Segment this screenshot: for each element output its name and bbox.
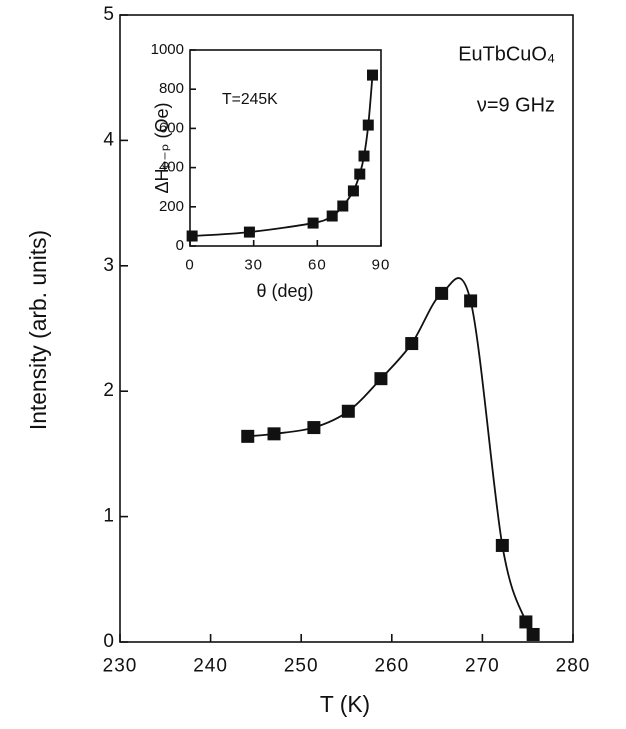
data-point — [186, 230, 198, 242]
y-tick-label: 0 — [103, 631, 114, 652]
plot-frame — [189, 49, 382, 247]
y-axis-label: ΔHₚ₋ₚ (Oe) — [152, 103, 172, 194]
data-point — [405, 337, 419, 351]
y-tick-label: 400 — [159, 159, 184, 176]
annotation: ν=9 GHz — [477, 94, 555, 116]
data-point — [354, 168, 366, 180]
y-tick-label: 1 — [103, 506, 114, 527]
y-tick-label: 4 — [103, 129, 114, 150]
data-point — [341, 404, 355, 418]
data-point — [307, 421, 321, 435]
data-point — [243, 226, 255, 238]
y-axis-label: Intensity (arb. units) — [25, 230, 51, 430]
x-tick-label: 250 — [284, 656, 319, 677]
data-point — [241, 429, 255, 443]
data-point — [519, 615, 533, 629]
data-point — [367, 69, 379, 81]
data-point — [347, 185, 359, 197]
y-tick-label: 2 — [103, 380, 114, 401]
x-tick-label: 0 — [185, 256, 194, 273]
y-tick-label: 5 — [103, 4, 114, 25]
data-point — [435, 286, 449, 300]
y-tick-label: 1000 — [151, 41, 184, 58]
x-axis-label: θ (deg) — [256, 281, 313, 301]
x-tick-label: 240 — [193, 656, 228, 677]
data-point — [337, 200, 349, 212]
x-tick-label: 280 — [556, 656, 591, 677]
annotation: T=245K — [222, 91, 278, 108]
data-point — [374, 372, 388, 386]
y-tick-label: 0 — [176, 237, 184, 254]
x-tick-label: 260 — [374, 656, 409, 677]
data-point — [307, 217, 319, 229]
data-point — [495, 538, 509, 552]
plot-frame — [119, 14, 574, 643]
y-tick-label: 200 — [159, 198, 184, 215]
x-tick-label: 270 — [465, 656, 500, 677]
data-point — [362, 119, 374, 131]
x-tick-label: 230 — [103, 656, 138, 677]
x-axis-label: T (K) — [320, 691, 370, 717]
x-tick-label: 90 — [372, 256, 391, 273]
data-point — [326, 210, 338, 222]
fit-curve — [192, 75, 374, 237]
fit-curve — [247, 277, 534, 636]
x-tick-label: 30 — [244, 256, 263, 273]
data-point — [358, 150, 370, 162]
data-point — [267, 427, 281, 441]
annotation: EuTbCuO₄ — [458, 43, 555, 65]
y-tick-label: 600 — [159, 119, 184, 136]
y-tick-label: 800 — [159, 80, 184, 97]
data-point — [526, 627, 540, 641]
data-point — [464, 294, 478, 308]
y-tick-label: 3 — [103, 255, 114, 276]
x-tick-label: 60 — [308, 256, 327, 273]
